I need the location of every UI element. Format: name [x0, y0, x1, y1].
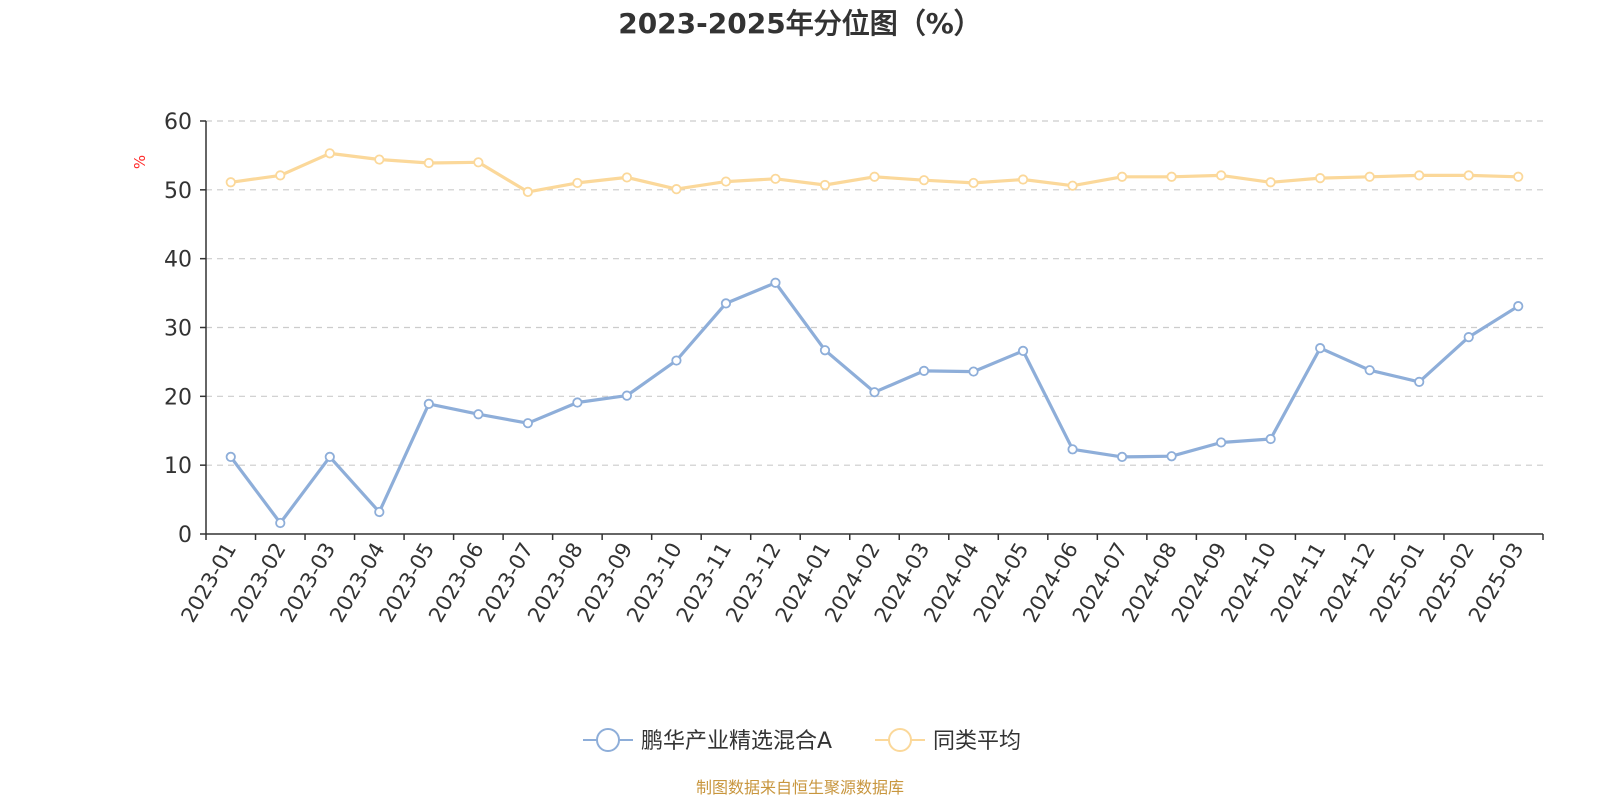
data-point[interactable]: [1166, 451, 1177, 462]
data-point[interactable]: [1463, 332, 1474, 343]
grid-lines: [206, 120, 1543, 466]
data-point[interactable]: [1017, 345, 1029, 357]
data-point[interactable]: [968, 366, 979, 377]
y-tick-label: 60: [164, 110, 192, 135]
y-tick-label: 10: [164, 454, 192, 479]
data-point[interactable]: [275, 170, 286, 181]
data-point[interactable]: [522, 418, 533, 429]
data-point[interactable]: [671, 184, 682, 195]
legend-item[interactable]: 鹏华产业精选混合A: [583, 728, 832, 754]
data-point[interactable]: [1166, 171, 1177, 182]
data-point[interactable]: [770, 277, 781, 288]
legend-item[interactable]: 同类平均: [875, 728, 1021, 754]
y-axis-label: %: [131, 155, 149, 169]
data-point[interactable]: [770, 173, 781, 184]
y-tick-labels: 0 10 20 30 40 50 60: [164, 110, 192, 548]
data-point[interactable]: [1067, 180, 1078, 191]
chart-title: 2023-2025年分位图（%）: [618, 7, 982, 40]
data-point[interactable]: [968, 177, 979, 189]
data-point[interactable]: [324, 451, 335, 463]
data-point[interactable]: [819, 345, 831, 356]
data-point[interactable]: [423, 398, 434, 410]
y-tick-label: 40: [164, 248, 192, 273]
data-point[interactable]: [819, 179, 831, 191]
data-point[interactable]: [225, 451, 236, 463]
series-1: [225, 148, 1524, 197]
data-point[interactable]: [1067, 444, 1078, 455]
data-point[interactable]: [1315, 343, 1326, 354]
legend: 鹏华产业精选混合A 同类平均: [583, 728, 1021, 754]
data-point[interactable]: [275, 517, 286, 529]
data-point[interactable]: [1216, 170, 1227, 181]
data-point[interactable]: [572, 177, 583, 189]
data-point[interactable]: [1116, 451, 1128, 463]
y-tick-label: 0: [178, 523, 192, 548]
series-0: [225, 277, 1524, 529]
data-point[interactable]: [423, 157, 434, 169]
data-point[interactable]: [473, 409, 484, 420]
data-point[interactable]: [1414, 376, 1425, 387]
data-point[interactable]: [1364, 365, 1375, 376]
data-point[interactable]: [1265, 177, 1276, 188]
data-point[interactable]: [522, 186, 533, 197]
axes: [200, 120, 1544, 540]
y-tick-label: 20: [164, 385, 192, 410]
legend-label: 同类平均: [933, 729, 1021, 754]
legend-label: 鹏华产业精选混合A: [641, 729, 832, 754]
legend-marker-icon: [888, 728, 912, 752]
data-point[interactable]: [324, 148, 335, 159]
data-point[interactable]: [473, 157, 484, 168]
series-lines: [225, 148, 1524, 529]
data-point[interactable]: [869, 387, 880, 398]
data-point[interactable]: [225, 177, 236, 188]
data-point[interactable]: [572, 397, 583, 408]
data-point[interactable]: [918, 365, 930, 376]
data-point[interactable]: [671, 355, 682, 366]
data-point[interactable]: [374, 506, 385, 518]
data-point[interactable]: [1414, 170, 1425, 181]
data-point[interactable]: [720, 298, 732, 309]
y-tick-label: 50: [164, 179, 192, 204]
y-tick-label: 30: [164, 317, 192, 342]
data-point[interactable]: [918, 175, 930, 186]
x-tick-labels: 2023-012023-022023-032023-042023-052023-…: [176, 539, 1528, 627]
data-point[interactable]: [1513, 301, 1524, 312]
data-point[interactable]: [1017, 174, 1029, 185]
data-point[interactable]: [1513, 171, 1524, 182]
source-note: 制图数据来自恒生聚源数据库: [696, 778, 904, 797]
data-point[interactable]: [1364, 171, 1375, 182]
legend-marker-icon: [596, 728, 620, 752]
data-point[interactable]: [1216, 437, 1227, 448]
data-point[interactable]: [1463, 170, 1474, 181]
data-point[interactable]: [720, 176, 732, 187]
data-point[interactable]: [869, 171, 880, 182]
data-point[interactable]: [1116, 171, 1128, 182]
data-point[interactable]: [621, 390, 633, 401]
data-point[interactable]: [1315, 173, 1326, 184]
data-point[interactable]: [621, 172, 633, 183]
data-point[interactable]: [1265, 433, 1276, 445]
data-point[interactable]: [374, 154, 385, 165]
